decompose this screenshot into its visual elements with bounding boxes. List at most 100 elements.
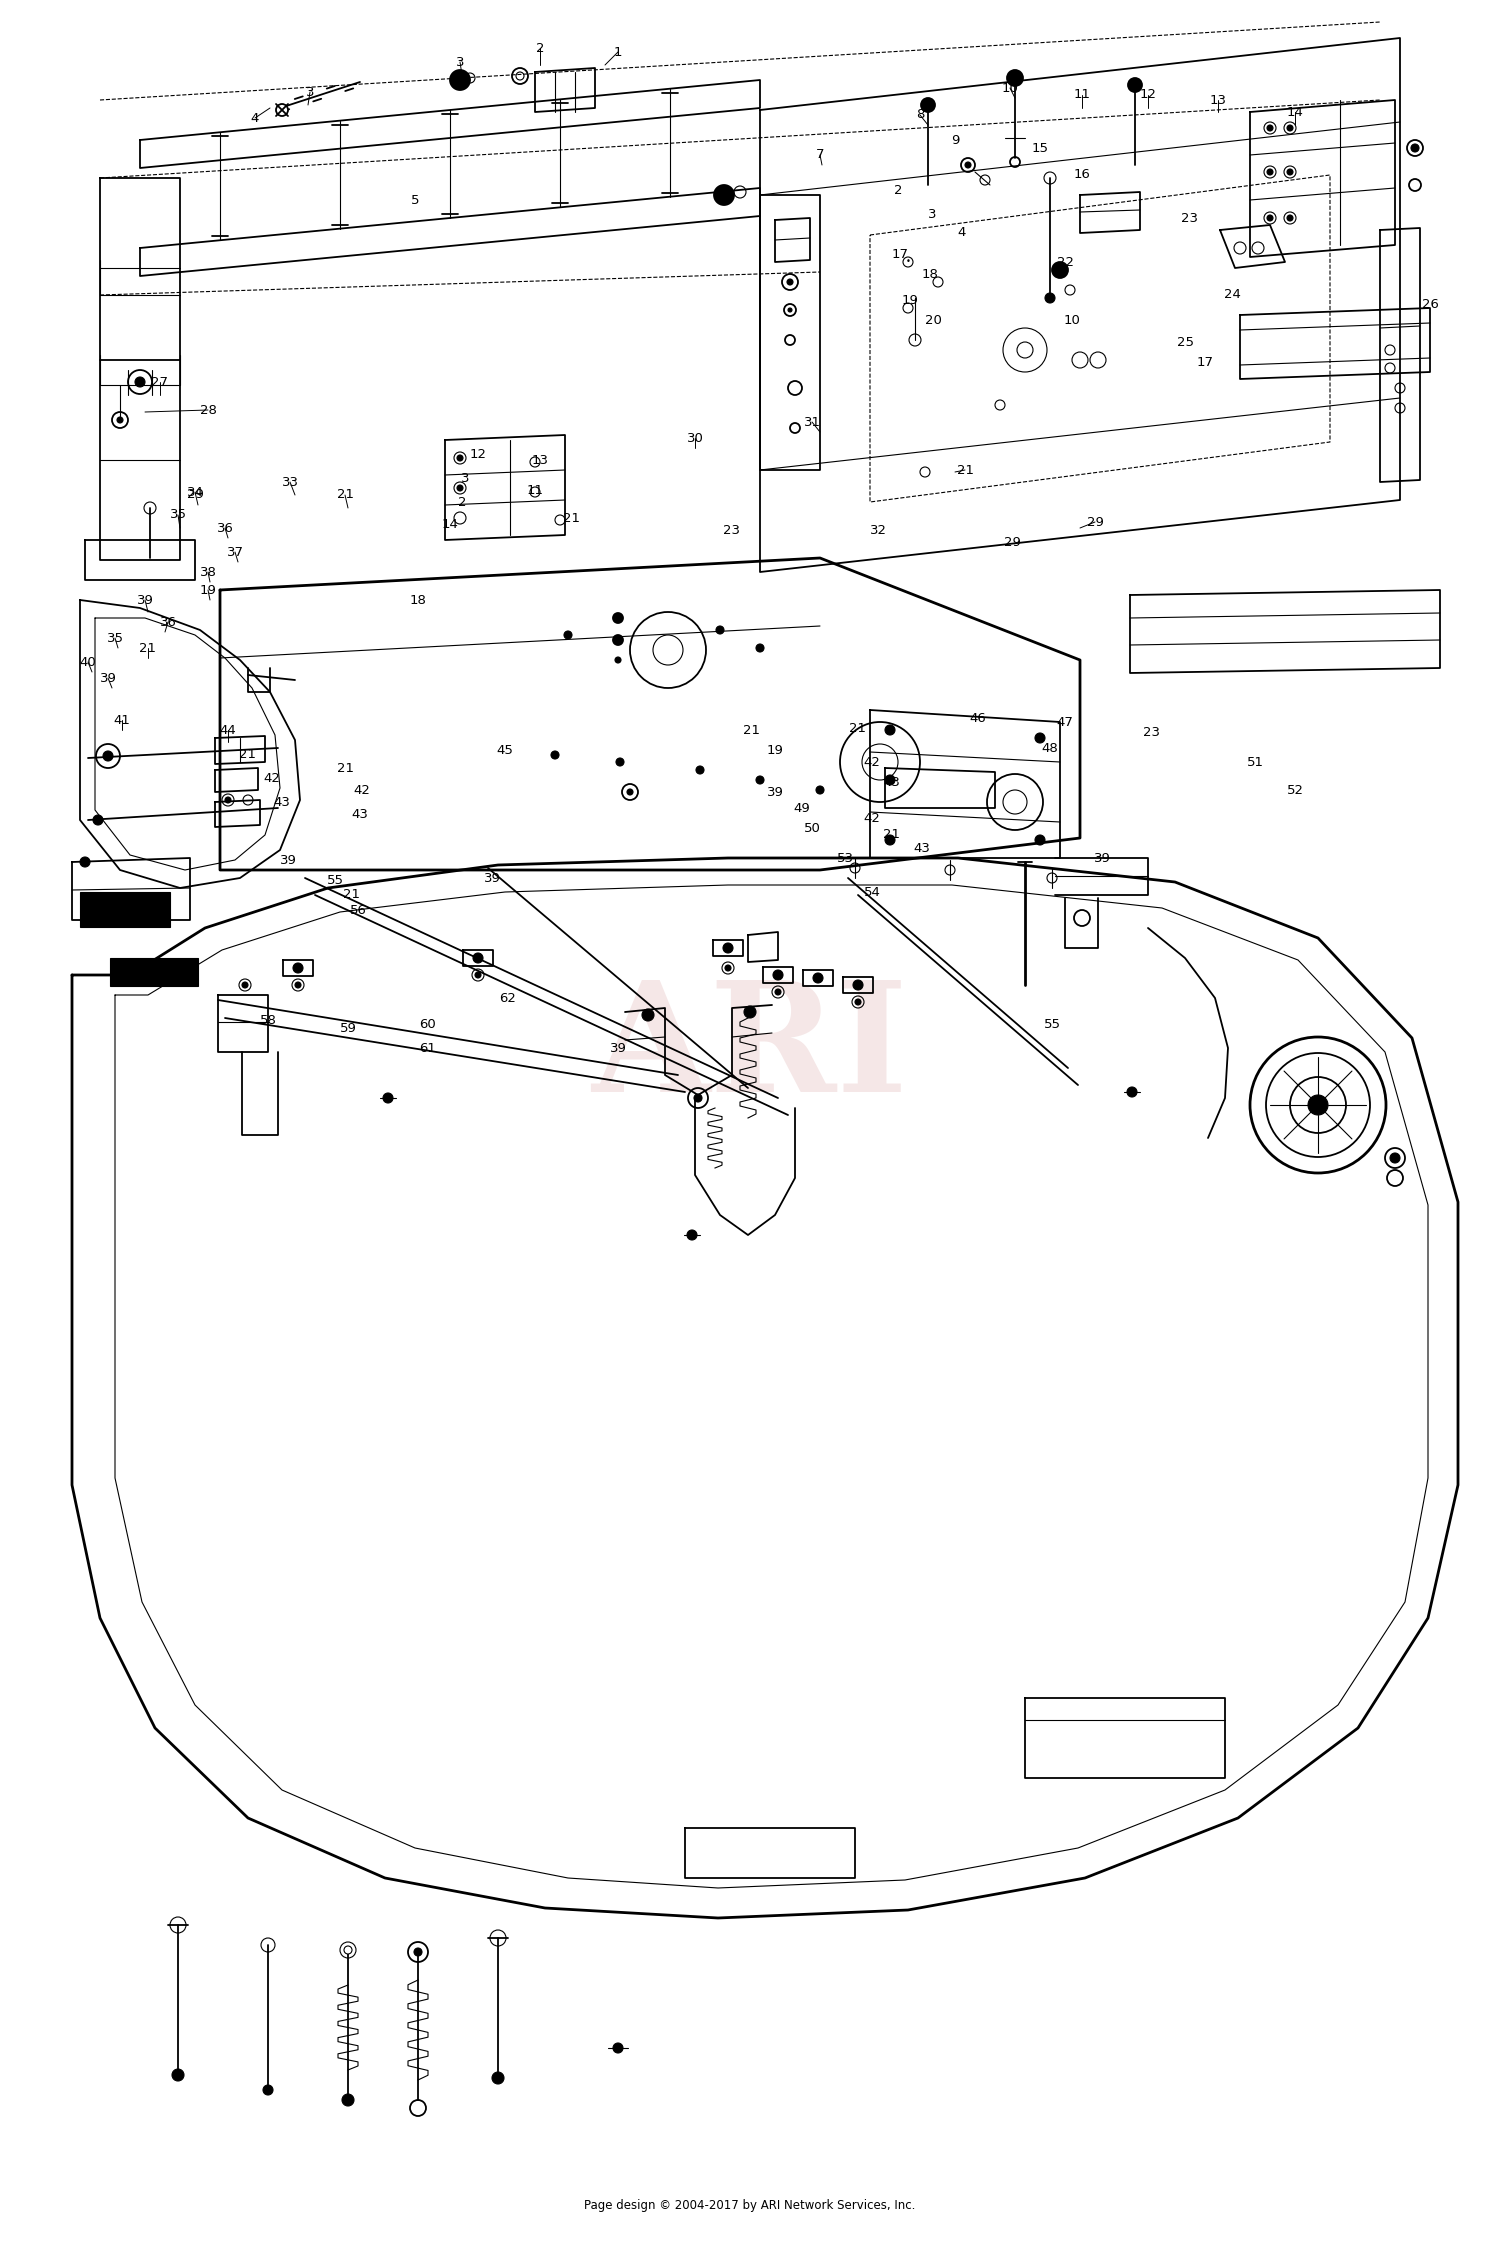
- Circle shape: [756, 644, 764, 653]
- Text: 41: 41: [114, 713, 130, 727]
- Text: 13: 13: [531, 453, 549, 467]
- Circle shape: [117, 417, 123, 424]
- Text: 39: 39: [136, 594, 153, 606]
- Circle shape: [1308, 1095, 1328, 1115]
- Text: 42: 42: [864, 812, 880, 825]
- Text: Page design © 2004-2017 by ARI Network Services, Inc.: Page design © 2004-2017 by ARI Network S…: [585, 2198, 915, 2212]
- Text: 2: 2: [536, 43, 544, 54]
- Text: 43: 43: [884, 776, 900, 790]
- Text: 21: 21: [564, 511, 580, 525]
- Circle shape: [296, 982, 302, 987]
- Text: 31: 31: [804, 415, 820, 428]
- Text: 22: 22: [1056, 256, 1074, 269]
- Text: 15: 15: [1032, 141, 1048, 155]
- Circle shape: [550, 751, 560, 758]
- Circle shape: [225, 796, 231, 803]
- Text: 29: 29: [1004, 536, 1020, 550]
- Circle shape: [342, 2095, 354, 2106]
- Text: 36: 36: [216, 523, 234, 534]
- Circle shape: [723, 942, 734, 953]
- Circle shape: [964, 161, 970, 168]
- Text: 6: 6: [716, 193, 724, 206]
- Text: 9: 9: [951, 135, 958, 146]
- Circle shape: [1268, 168, 1274, 175]
- Circle shape: [1390, 1153, 1400, 1164]
- Text: 42: 42: [354, 783, 370, 796]
- Text: 42: 42: [864, 756, 880, 769]
- Circle shape: [788, 278, 794, 285]
- Text: 35: 35: [106, 633, 123, 644]
- Text: 25: 25: [1176, 336, 1194, 348]
- Circle shape: [1035, 733, 1046, 742]
- Text: 33: 33: [282, 476, 298, 489]
- Circle shape: [458, 484, 464, 491]
- Text: 38: 38: [200, 565, 216, 579]
- Text: 51: 51: [1246, 756, 1263, 769]
- Text: 43: 43: [273, 796, 291, 807]
- Circle shape: [756, 776, 764, 785]
- Circle shape: [714, 184, 734, 204]
- Circle shape: [627, 790, 633, 794]
- Circle shape: [744, 1007, 756, 1018]
- Text: 2: 2: [894, 184, 903, 197]
- Text: 34: 34: [186, 484, 204, 498]
- Text: 13: 13: [1209, 94, 1227, 105]
- Circle shape: [93, 814, 104, 825]
- Text: 39: 39: [1094, 852, 1110, 864]
- Circle shape: [642, 1009, 654, 1021]
- Circle shape: [135, 377, 146, 388]
- Circle shape: [1035, 834, 1046, 846]
- Text: 50: 50: [804, 821, 820, 834]
- Text: 45: 45: [496, 742, 513, 756]
- Text: 23: 23: [1143, 724, 1161, 738]
- Circle shape: [1412, 144, 1419, 153]
- Text: 3: 3: [460, 471, 470, 484]
- Circle shape: [614, 612, 622, 624]
- Circle shape: [614, 635, 622, 646]
- Text: 21: 21: [344, 888, 360, 902]
- Circle shape: [1046, 294, 1054, 303]
- Circle shape: [1128, 79, 1142, 92]
- Text: 18: 18: [410, 594, 426, 606]
- Circle shape: [776, 989, 782, 996]
- Text: 39: 39: [483, 873, 501, 884]
- Text: 60: 60: [420, 1018, 436, 1032]
- Text: 27: 27: [152, 375, 168, 388]
- Circle shape: [172, 2068, 184, 2082]
- Circle shape: [816, 785, 824, 794]
- Bar: [110, 958, 198, 987]
- Text: 39: 39: [279, 855, 297, 866]
- Circle shape: [458, 455, 464, 462]
- Text: 14: 14: [1287, 105, 1304, 119]
- Text: 28: 28: [200, 404, 216, 417]
- Circle shape: [382, 1092, 393, 1104]
- Circle shape: [242, 982, 248, 987]
- Text: 29: 29: [1086, 516, 1104, 529]
- Circle shape: [694, 1095, 702, 1101]
- Circle shape: [292, 962, 303, 973]
- Text: 43: 43: [914, 841, 930, 855]
- Text: 39: 39: [766, 785, 783, 799]
- Text: 4: 4: [251, 112, 260, 126]
- Circle shape: [344, 1947, 352, 1954]
- Text: ARI: ARI: [591, 976, 909, 1124]
- Text: 55: 55: [1044, 1018, 1060, 1032]
- Circle shape: [788, 307, 792, 312]
- Text: 16: 16: [1074, 168, 1090, 182]
- Text: 4: 4: [958, 227, 966, 238]
- Text: 48: 48: [1041, 742, 1059, 754]
- Text: 18: 18: [921, 269, 939, 283]
- Circle shape: [1268, 215, 1274, 222]
- Circle shape: [616, 758, 624, 767]
- Circle shape: [724, 964, 730, 971]
- Text: 49: 49: [794, 801, 810, 814]
- Circle shape: [614, 2043, 622, 2052]
- Text: 1: 1: [614, 45, 622, 58]
- Circle shape: [472, 953, 483, 962]
- Text: 11: 11: [526, 484, 543, 496]
- Text: 46: 46: [969, 711, 987, 724]
- Circle shape: [885, 724, 896, 736]
- Circle shape: [687, 1229, 698, 1240]
- Text: 56: 56: [350, 904, 366, 917]
- Text: 21: 21: [957, 464, 974, 476]
